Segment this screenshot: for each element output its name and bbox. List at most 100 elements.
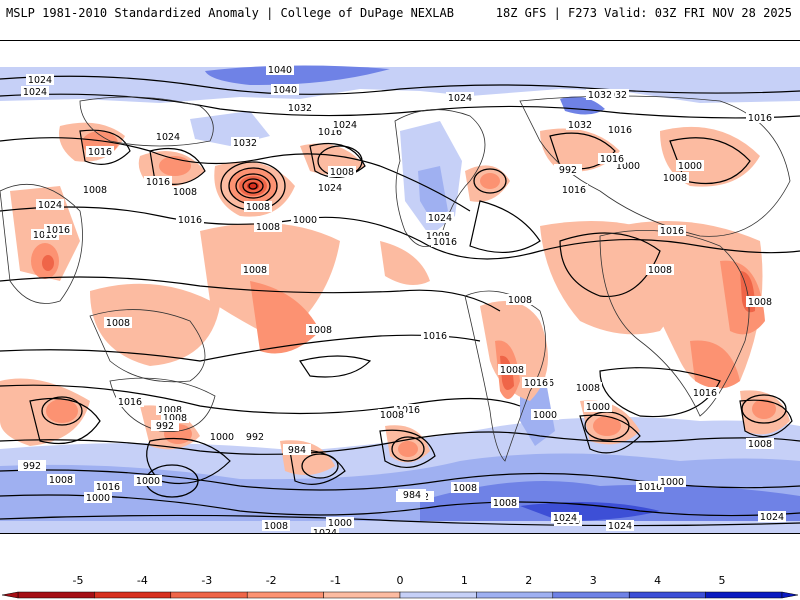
isobar-label-bg [328, 166, 356, 177]
isobar-label: 1040 [273, 85, 297, 96]
isobar-label: 992 [156, 421, 174, 432]
isobar-label: 1008 [330, 167, 354, 178]
isobar-label: 1000 [616, 161, 640, 172]
isobar-label: 1016 [748, 113, 772, 124]
isobar-label-bg [398, 489, 426, 500]
isobar-label: 1000 [293, 215, 317, 226]
isobar-label: 1024 [23, 87, 47, 98]
isobar-label-bg [316, 126, 344, 137]
isobar-label-bg [551, 512, 579, 523]
isobar-label: 1016 [33, 230, 57, 241]
isobar-label-bg [161, 412, 189, 423]
isobar-label: 1000 [660, 477, 684, 488]
isobar-label: 1024 [333, 120, 357, 131]
isobar-label-bg [614, 160, 642, 171]
isobar-label: 1032 [233, 138, 257, 149]
isobar-label-bg [21, 86, 49, 97]
colorbar-segment [170, 591, 248, 599]
isobar-label-bg [491, 497, 519, 508]
isobar-label-bg [44, 224, 72, 235]
isobar-label: 984 [403, 490, 421, 501]
isobar-label: 1000 [210, 432, 234, 443]
colorbar-segment [399, 591, 477, 599]
isobar-label: 1016 [660, 226, 684, 237]
colorbar-segment [705, 591, 783, 599]
isobar-label-bg [84, 492, 112, 503]
isobar-label-bg [94, 481, 122, 492]
colorbar-segment [323, 591, 401, 599]
isobar-label: 1008 [648, 265, 672, 276]
isobar-label-bg [231, 137, 259, 148]
isobar-label: 992 [23, 461, 41, 472]
isobar-label-bg [636, 481, 664, 492]
isobar-label: 1008 [158, 405, 182, 416]
isobar-label-bg [746, 438, 774, 449]
isobar-label-bg [560, 184, 588, 195]
isobar-label-bg [746, 112, 774, 123]
colorbar-bar [1, 591, 799, 599]
isobar-label: 1016 [693, 388, 717, 399]
isobar-label-bg [431, 236, 459, 247]
isobar-label: 1008 [163, 413, 187, 424]
isobar-label: 1024 [156, 132, 180, 143]
isobar-label: 1000 [586, 402, 610, 413]
isobar-label: 1032 [588, 90, 612, 101]
isobar-label: 1008 [380, 410, 404, 421]
isobar-label-bg [306, 324, 334, 335]
isobar-label-bg [584, 401, 612, 412]
isobar-label-bg [47, 474, 75, 485]
isobar-label: 1008 [453, 483, 477, 494]
isobar-label: 1024 [28, 75, 52, 86]
isobar-label: 1008 [308, 325, 332, 336]
isobar-label-bg [81, 184, 109, 195]
isobar-label: 1016 [318, 127, 342, 138]
isobar-label: 1016 [524, 378, 548, 389]
isobar-label-bg [266, 64, 294, 75]
isobar-label-bg [426, 212, 454, 223]
isobar-label-bg [311, 527, 339, 533]
colorbar-tick-label: 1 [461, 574, 468, 587]
isobar-label: 1008 [493, 498, 517, 509]
isobar-label: 1008 [49, 475, 73, 486]
isobar-label-bg [326, 517, 354, 528]
colorbar-segment [476, 591, 554, 599]
colorbar-tick-label: 3 [590, 574, 597, 587]
isobar-label-bg [154, 131, 182, 142]
colorbar-segment [246, 591, 324, 599]
isobar-label: 984 [288, 445, 306, 456]
isobar-label: 1024 [428, 213, 452, 224]
isobar-label: 1008 [748, 439, 772, 450]
colorbar: -5 -4 -3 -2 -1 0 1 2 3 4 5 [1, 574, 799, 599]
isobar-label-bg [283, 444, 311, 455]
isobar-label-bg [176, 214, 204, 225]
isobar-label-bg [134, 475, 162, 486]
colorbar-tick-label: 0 [397, 574, 404, 587]
isobar-label: 1008 [576, 383, 600, 394]
isobar-label-bg [262, 520, 290, 531]
isobar-label-bg [421, 330, 449, 341]
colorbar-segment [94, 591, 172, 599]
isobar-label: 1008 [508, 295, 532, 306]
isobar-label-bg [586, 89, 614, 100]
isobar-label-bg [316, 182, 344, 193]
isobar-label-bg [254, 221, 282, 232]
isobar-label-bg [661, 172, 689, 183]
isobar-label: 1032 [568, 120, 592, 131]
isobar-label: 1016 [178, 215, 202, 226]
model-run-label: 18Z GFS | F273 Valid: 03Z FRI NOV 28 202… [495, 6, 792, 20]
isobar-label: 1000 [86, 493, 110, 504]
colorbar-ticks: -5 -4 -3 -2 -1 0 1 2 3 4 5 [73, 574, 726, 587]
isobar-label-bg [531, 409, 559, 420]
isobar-label-bg [601, 89, 629, 100]
isobar-label-bg [522, 377, 550, 388]
isobar-label-bg [746, 296, 774, 307]
isobar-label-bg [646, 264, 674, 275]
isobar-label: 1016 [562, 185, 586, 196]
isobar-label: 992 [559, 165, 577, 176]
isobar-label-bg [451, 482, 479, 493]
isobar-label: 1032 [603, 90, 627, 101]
isobar-label-bg [658, 476, 686, 487]
isobar-label-bg [18, 460, 46, 471]
isobar-label: 1016 [423, 331, 447, 342]
